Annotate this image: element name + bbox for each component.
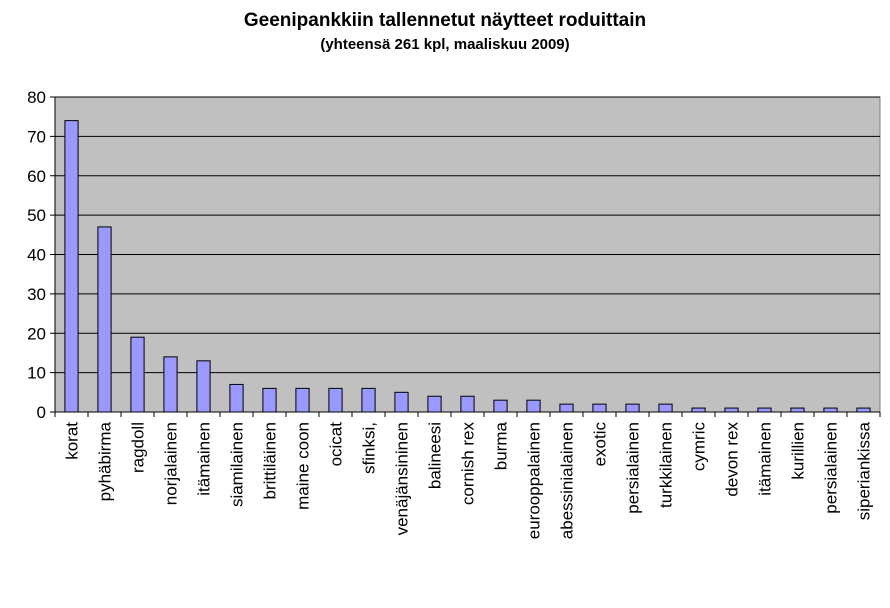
x-tick-label: persialainen: [624, 422, 643, 514]
bar-0: [64, 120, 79, 413]
x-tick-label: abessinialainen: [558, 422, 577, 539]
bar-12: [460, 395, 475, 413]
x-tick-label: ragdoll: [129, 422, 148, 473]
bar-4: [196, 360, 211, 413]
y-tick-label: 0: [37, 403, 46, 422]
x-tick-label: venäjänsininen: [393, 422, 412, 535]
bar-23: [823, 407, 838, 413]
x-tick-label: cornish rex: [459, 422, 478, 506]
bar-11: [427, 395, 442, 413]
x-tick-label: siamilainen: [228, 422, 247, 507]
x-tick-label: devon rex: [723, 422, 742, 497]
bar-21: [757, 407, 772, 413]
y-tick-label: 70: [27, 127, 46, 146]
chart-subtitle: (yhteensä 261 kpl, maaliskuu 2009): [320, 36, 570, 53]
y-tick-label: 50: [27, 206, 46, 225]
bar-15: [559, 403, 574, 413]
x-tick-label: exotic: [591, 422, 610, 467]
y-tick-label: 10: [27, 364, 46, 383]
y-tick-label: 30: [27, 285, 46, 304]
bar-2: [130, 336, 145, 413]
x-tick-label: cymric: [690, 422, 709, 472]
bar-6: [262, 387, 277, 413]
y-tick-label: 20: [27, 324, 46, 343]
x-tick-label: pyhäbirma: [96, 421, 115, 501]
x-tick-label: siperiankissa: [855, 421, 874, 520]
x-tick-label: eurooppalainen: [525, 422, 544, 539]
x-tick-label: itämainen: [756, 422, 775, 496]
x-tick-label: persialainen: [822, 422, 841, 514]
y-tick-label: 60: [27, 167, 46, 186]
x-tick-label: kurillien: [789, 422, 808, 480]
x-axis: korat pyhäbirma ragdoll norjalainen itämaine…: [54, 411, 881, 539]
chart-title-block: Geenipankkiin tallennetut näytteet rodui…: [0, 8, 890, 56]
x-tick-label: maine coon: [294, 422, 313, 510]
chart-title: Geenipankkiin tallennetut näytteet rodui…: [243, 10, 647, 31]
bar-10: [394, 391, 409, 413]
x-tick-label: burma: [492, 421, 511, 470]
gridlines: [55, 96, 880, 374]
x-tick-label: sfinksi,: [360, 422, 379, 474]
bars: [64, 120, 871, 413]
y-tick-label: 80: [27, 88, 46, 107]
x-tick-label: balineesi: [426, 422, 445, 489]
bar-7: [295, 387, 310, 413]
bar-19: [691, 407, 706, 413]
bar-24: [856, 407, 871, 413]
x-tick-label: brittiläinen: [261, 422, 280, 500]
bar-3: [163, 356, 178, 413]
bar-1: [97, 226, 112, 413]
x-tick-label: korat: [63, 422, 82, 460]
bar-5: [229, 383, 244, 413]
y-tick-label: 40: [27, 246, 46, 265]
x-tick-label: ocicat: [327, 422, 346, 467]
bar-9: [361, 387, 376, 413]
bar-14: [526, 399, 541, 413]
bar-20: [724, 407, 739, 413]
x-tick-label: norjalainen: [162, 422, 181, 505]
bar-18: [658, 403, 673, 413]
bar-13: [493, 399, 508, 413]
y-axis: 0 10 20 30 40 50 60 70 80: [27, 88, 56, 422]
bar-16: [592, 403, 607, 413]
bar-8: [328, 387, 343, 413]
x-tick-label: turkkilainen: [657, 422, 676, 508]
bar-17: [625, 403, 640, 413]
bar-22: [790, 407, 805, 413]
x-tick-label: itämainen: [195, 422, 214, 496]
